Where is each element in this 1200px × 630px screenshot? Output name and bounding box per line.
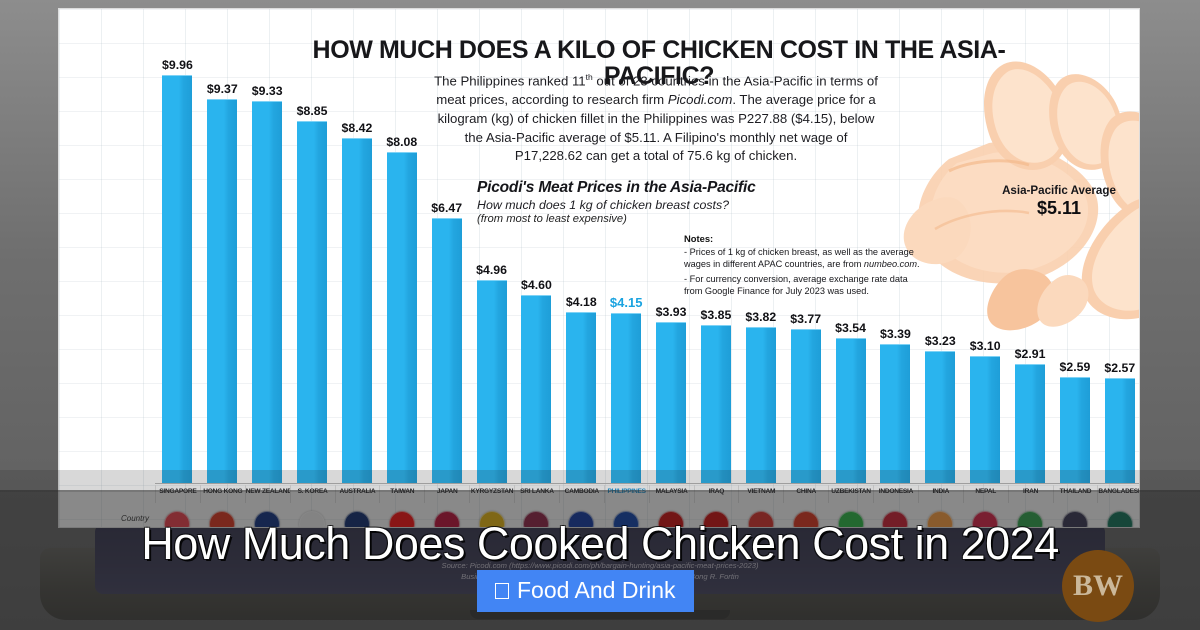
bar-value-label: $3.23 bbox=[924, 334, 956, 348]
bar-chart: $9.96 $9.37 $9.33 $8.85 $8.42 $8.08 $6.47 $4.96… bbox=[155, 33, 1139, 483]
infographic-sheet: Asia-Pacific Average $5.11 HOW MUCH DOES… bbox=[58, 8, 1140, 528]
scrim-top bbox=[0, 470, 1200, 492]
businessworld-logo: BW bbox=[1062, 550, 1134, 622]
bar-value-label: $4.15 bbox=[609, 295, 643, 310]
bar-column: $3.93 bbox=[649, 33, 694, 483]
bar bbox=[1059, 377, 1090, 483]
bar bbox=[835, 338, 866, 483]
bar bbox=[207, 99, 238, 483]
bar bbox=[252, 101, 283, 483]
bar-value-label: $3.77 bbox=[790, 312, 822, 326]
bar-value-label: $4.96 bbox=[476, 263, 507, 277]
bar-value-label: $9.33 bbox=[251, 84, 283, 98]
average-label: Asia-Pacific Average bbox=[1002, 184, 1116, 197]
bar bbox=[1104, 378, 1135, 483]
bar-value-label: $2.57 bbox=[1104, 361, 1136, 375]
bar-column: $3.23 bbox=[918, 33, 963, 483]
bar-column: $2.57 bbox=[1097, 33, 1139, 483]
intro-paragraph: The Philippines ranked 11th out of 23 co… bbox=[431, 71, 881, 166]
bar-value-label: $9.37 bbox=[206, 82, 238, 96]
note-1-text-c: . bbox=[917, 258, 920, 269]
bar-value-label: $6.47 bbox=[431, 201, 463, 215]
bar-value-label: $8.85 bbox=[296, 104, 328, 118]
bar-column: $3.77 bbox=[783, 33, 828, 483]
note-item-2: - For currency conversion, average excha… bbox=[684, 273, 908, 296]
chart-title-block: Picodi's Meat Prices in the Asia-Pacific… bbox=[477, 179, 817, 225]
intro-source-name: Picodi.com bbox=[667, 92, 733, 108]
bar bbox=[1015, 364, 1046, 483]
chart-subtitle: How much does 1 kg of chicken breast cos… bbox=[477, 198, 730, 212]
bar-column: $3.85 bbox=[694, 33, 739, 483]
bar bbox=[476, 280, 507, 483]
bar-column: $9.37 bbox=[200, 33, 245, 483]
bar-column: $9.33 bbox=[245, 33, 290, 483]
bar-column: $8.42 bbox=[335, 33, 380, 483]
category-badge-label: Food And Drink bbox=[517, 577, 676, 603]
bar bbox=[656, 322, 687, 483]
bar bbox=[521, 295, 552, 483]
bar-column: $9.96 bbox=[155, 33, 200, 483]
bar-value-label: $8.42 bbox=[341, 121, 373, 135]
intro-text-2: out of 23 countries in the Asia-Pacific … bbox=[436, 73, 878, 108]
notes-block: Notes: - Prices of 1 kg of chicken breas… bbox=[684, 233, 924, 298]
bar-column: $4.96 bbox=[469, 33, 514, 483]
bar bbox=[970, 356, 1001, 483]
bar-value-label: $4.18 bbox=[565, 295, 597, 309]
bar-value-label: $2.59 bbox=[1059, 360, 1091, 374]
bar-value-label: $4.60 bbox=[521, 278, 552, 292]
chart-title: Picodi's Meat Prices in the Asia-Pacific bbox=[477, 179, 756, 196]
intro-superscript: th bbox=[585, 72, 593, 82]
bar-column: $2.91 bbox=[1008, 33, 1053, 483]
average-value: $5.11 bbox=[1036, 198, 1082, 218]
note-item-1: - Prices of 1 kg of chicken breast, as w… bbox=[684, 247, 924, 271]
bar bbox=[745, 327, 776, 483]
bar-value-label: $3.10 bbox=[969, 339, 1001, 353]
bar bbox=[925, 351, 956, 483]
bar-value-label: $8.08 bbox=[386, 135, 418, 149]
bar-column: $8.08 bbox=[379, 33, 424, 483]
note-1-text-a: - Prices of 1 kg of chicken breast, as w… bbox=[684, 247, 914, 269]
note-1-source: numbeo.com bbox=[863, 258, 918, 269]
bar-value-label: $2.91 bbox=[1014, 347, 1046, 361]
chart-sort-note: (from most to least expensive) bbox=[477, 213, 627, 225]
bar bbox=[700, 325, 731, 483]
overlay-title: How Much Does Cooked Chicken Cost in 202… bbox=[141, 518, 1059, 569]
bar-column: $8.85 bbox=[290, 33, 335, 483]
bar-column: $3.82 bbox=[738, 33, 783, 483]
intro-text-1: The Philippines ranked 11 bbox=[434, 73, 586, 89]
page-title: HOW MUCH DOES A KILO OF CHICKEN COST IN … bbox=[312, 36, 1006, 91]
notes-heading: Notes: bbox=[684, 233, 714, 244]
bar-column: $4.15 bbox=[604, 33, 649, 483]
chicken-illustration bbox=[829, 29, 1139, 339]
bar bbox=[880, 344, 911, 483]
intro-text-3: . The average price for a kilogram (kg) … bbox=[437, 92, 876, 164]
bar bbox=[341, 138, 372, 483]
bar bbox=[790, 329, 821, 483]
asia-pacific-average-callout: Asia-Pacific Average $5.11 bbox=[964, 184, 1139, 219]
bar-column: $4.18 bbox=[559, 33, 604, 483]
bar bbox=[297, 121, 328, 483]
bar-column: $3.39 bbox=[873, 33, 918, 483]
category-badge[interactable]: Food And Drink bbox=[477, 570, 694, 612]
missing-glyph-box-icon bbox=[495, 582, 509, 599]
bar bbox=[566, 312, 597, 483]
bar-value-label: $3.82 bbox=[745, 310, 777, 324]
x-axis-line bbox=[155, 483, 1139, 484]
bar-value-label: $3.85 bbox=[700, 308, 732, 322]
bar-column: $6.47 bbox=[424, 33, 469, 483]
bar bbox=[431, 218, 462, 483]
bar-value-label: $3.39 bbox=[880, 327, 911, 341]
bar bbox=[611, 313, 642, 483]
bar bbox=[386, 152, 417, 483]
bar-value-label: $3.54 bbox=[835, 321, 866, 335]
bar-column: $4.60 bbox=[514, 33, 559, 483]
bar-value-label: $9.96 bbox=[162, 58, 193, 72]
bar-value-label: $3.93 bbox=[655, 305, 687, 319]
bar-column: $2.59 bbox=[1053, 33, 1098, 483]
bar bbox=[162, 75, 193, 483]
bar-column: $3.54 bbox=[828, 33, 873, 483]
bar-series: $9.96 $9.37 $9.33 $8.85 $8.42 $8.08 $6.47 $4.96… bbox=[155, 33, 1139, 483]
bar-column: $3.10 bbox=[963, 33, 1008, 483]
